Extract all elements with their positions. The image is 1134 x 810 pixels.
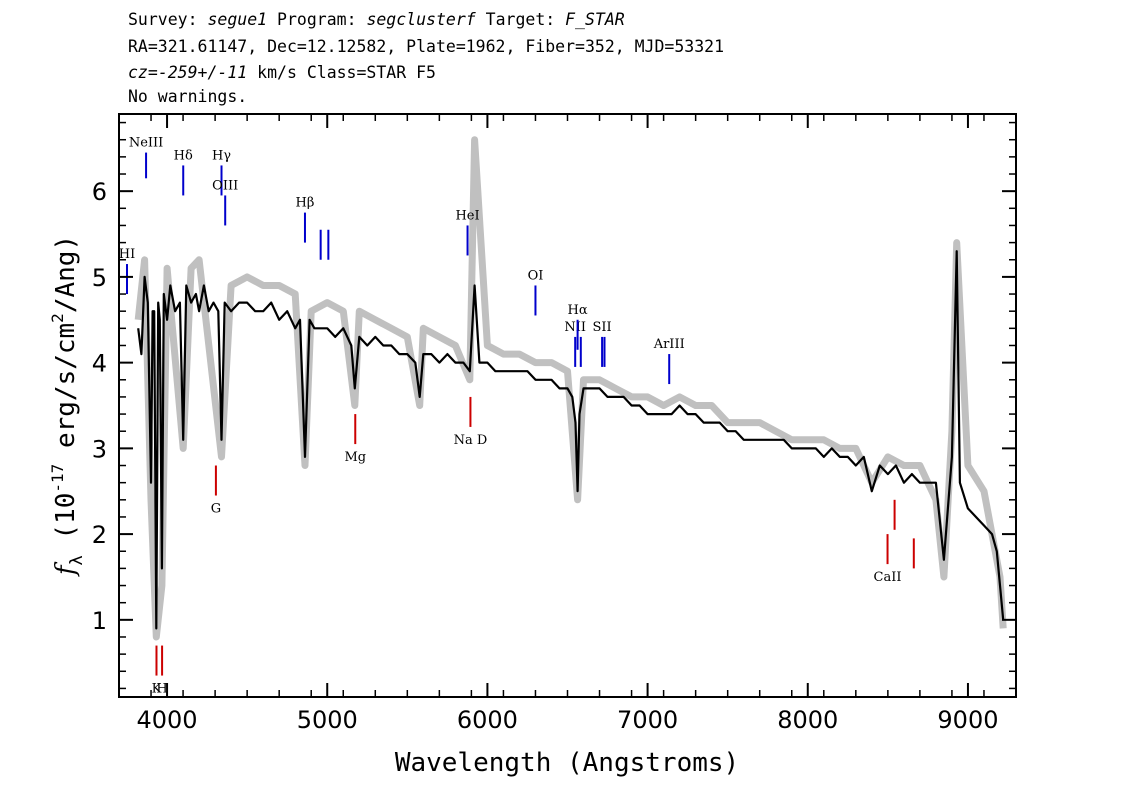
line-label-h-: Hβ bbox=[296, 196, 315, 211]
line-label-neiii: NeIII bbox=[129, 136, 163, 151]
x-tick-label: 9000 bbox=[937, 706, 998, 734]
y-tick-label: 4 bbox=[92, 350, 107, 378]
survey-value: segue1 bbox=[207, 10, 268, 29]
x-tick-label: 6000 bbox=[457, 706, 518, 734]
line-marker-layer: NeIII Hδ Hγ OIII Hβ HeI OI NII Hα SII ArIII HI KH G Mg… bbox=[119, 136, 915, 697]
x-tick-label: 4000 bbox=[137, 706, 198, 734]
line-label-oi: OI bbox=[528, 268, 544, 283]
line-label-mg: Mg bbox=[344, 450, 366, 465]
y-tick-label: 3 bbox=[92, 435, 107, 463]
y-axis-label: fλ (10-17 erg/s/cm2/Ang) bbox=[48, 235, 87, 577]
line-label-ariii: ArIII bbox=[653, 337, 685, 352]
x-axis-label: Wavelength (Angstroms) bbox=[395, 748, 739, 778]
header-line-3: cz=-259+/-11 km/s Class=STAR F5 bbox=[128, 63, 436, 82]
line-label-hi: HI bbox=[119, 247, 135, 262]
program-value: segclusterf bbox=[366, 10, 476, 29]
line-label-oiii: OIII bbox=[212, 178, 238, 193]
header-line-2: RA=321.61147, Dec=12.12582, Plate=1962, … bbox=[128, 37, 725, 56]
line-label-h-: Hα bbox=[568, 303, 588, 318]
line-label-g: G bbox=[211, 502, 221, 517]
line-label-k: K bbox=[152, 682, 162, 697]
y-tick-label: 6 bbox=[92, 178, 107, 206]
line-label-caii: CaII bbox=[874, 570, 902, 585]
x-tick-label: 7000 bbox=[617, 706, 678, 734]
header-line-1: Survey: segue1 Program: segclusterf Targ… bbox=[128, 10, 625, 29]
line-label-hei: HeI bbox=[455, 208, 479, 223]
line-label-na-d: Na D bbox=[454, 433, 488, 448]
smoothed-flux-layer bbox=[137, 250, 1005, 630]
y-tick-label: 2 bbox=[92, 521, 107, 549]
line-label-sii: SII bbox=[593, 320, 612, 335]
line-label-nii: NII bbox=[564, 320, 586, 335]
x-tick-label: 8000 bbox=[777, 706, 838, 734]
y-tick-label: 1 bbox=[92, 607, 107, 635]
header-line-4: No warnings. bbox=[128, 87, 248, 106]
line-label-h-: Hγ bbox=[212, 148, 231, 163]
line-label-h: H bbox=[156, 682, 167, 697]
axis-ticks: 4000 5000 6000 7000 8000 9000 1 2 3 4 5 6 bbox=[92, 114, 1017, 734]
smoothed-flux-line bbox=[137, 250, 1005, 630]
target-value: F_STAR bbox=[565, 10, 625, 29]
cz-value: -259+/-11 bbox=[157, 63, 248, 82]
raw-flux-line bbox=[134, 136, 1007, 641]
raw-flux-layer bbox=[134, 136, 1007, 641]
x-tick-label: 5000 bbox=[297, 706, 358, 734]
line-label-h-: Hδ bbox=[174, 148, 193, 163]
y-tick-label: 5 bbox=[92, 264, 107, 292]
